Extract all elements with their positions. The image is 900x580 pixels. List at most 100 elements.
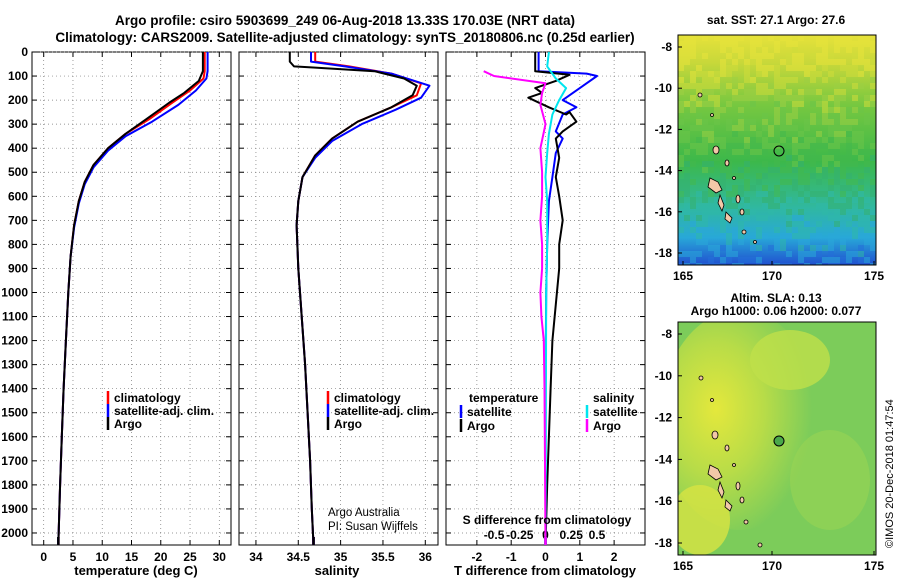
sst-pixel <box>786 119 792 125</box>
sst-pixel <box>690 35 696 41</box>
sst-pixel <box>762 215 768 221</box>
sst-pixel <box>852 71 858 77</box>
sst-pixel <box>756 59 762 65</box>
sst-pixel <box>750 53 756 59</box>
sst-pixel <box>744 209 750 215</box>
sst-pixel <box>810 155 816 161</box>
sst-pixel <box>750 137 756 143</box>
sst-pixel <box>816 221 822 227</box>
sst-pixel <box>792 107 798 113</box>
sst-pixel <box>810 77 816 83</box>
sst-pixel <box>792 95 798 101</box>
legend-label-t-satellite: satellite <box>467 405 512 419</box>
legend-title-salinity: salinity <box>593 391 635 405</box>
sst-pixel <box>696 113 702 119</box>
sst-pixel <box>864 149 870 155</box>
sst-pixel <box>822 161 828 167</box>
sst-pixel <box>744 203 750 209</box>
sst-pixel <box>846 149 852 155</box>
sst-pixel <box>870 77 876 83</box>
sst-pixel <box>690 263 696 265</box>
sst-pixel <box>690 257 696 263</box>
sst-pixel <box>798 65 804 71</box>
sst-pixel <box>726 149 732 155</box>
sst-pixel <box>744 179 750 185</box>
depth-tick-label: 1100 <box>2 310 28 324</box>
sst-pixel <box>786 179 792 185</box>
temperature-series-argo <box>57 52 204 546</box>
sst-pixel <box>810 101 816 107</box>
sst-pixel <box>726 167 732 173</box>
sst-pixel <box>834 143 840 149</box>
sst-pixel <box>798 191 804 197</box>
sst-pixel <box>744 149 750 155</box>
sst-pixel <box>750 35 756 41</box>
sst-pixel <box>708 131 714 137</box>
sst-pixel <box>828 185 834 191</box>
sst-pixel <box>762 149 768 155</box>
sst-pixel <box>786 95 792 101</box>
sst-pixel <box>720 263 726 265</box>
sst-pixel <box>762 185 768 191</box>
sst-pixel <box>774 245 780 251</box>
x-tick-label: 30 <box>213 550 227 564</box>
sst-pixel <box>768 245 774 251</box>
sst-pixel <box>744 257 750 263</box>
sst-pixel <box>792 77 798 83</box>
sst-pixel <box>834 173 840 179</box>
sst-pixel <box>858 185 864 191</box>
sst-pixel <box>804 143 810 149</box>
sst-pixel <box>828 107 834 113</box>
sst-pixel <box>768 191 774 197</box>
sst-pixel <box>750 143 756 149</box>
sst-pixel <box>756 41 762 47</box>
sst-pixel <box>846 251 852 257</box>
sst-pixel <box>690 203 696 209</box>
sst-pixel <box>702 143 708 149</box>
sst-pixel <box>810 143 816 149</box>
sst-pixel <box>828 125 834 131</box>
sst-pixel <box>828 71 834 77</box>
sst-pixel <box>702 53 708 59</box>
x-tick-label: 35 <box>334 550 348 564</box>
sst-pixel <box>828 53 834 59</box>
sst-pixel <box>696 65 702 71</box>
sst-pixel <box>870 263 876 265</box>
sst-pixel <box>768 167 774 173</box>
sst-pixel <box>750 41 756 47</box>
sst-pixel <box>780 233 786 239</box>
sst-pixel-texture <box>678 35 876 265</box>
sst-pixel <box>774 83 780 89</box>
sst-pixel <box>780 131 786 137</box>
sst-pixel <box>678 83 684 89</box>
sst-pixel <box>738 143 744 149</box>
sst-pixel <box>774 101 780 107</box>
sst-pixel <box>732 251 738 257</box>
sst-pixel <box>858 203 864 209</box>
sst-pixel <box>816 41 822 47</box>
sst-pixel <box>864 41 870 47</box>
sst-pixel <box>696 227 702 233</box>
sst-pixel <box>774 89 780 95</box>
sst-pixel <box>678 101 684 107</box>
sst-pixel <box>786 197 792 203</box>
sst-pixel <box>720 197 726 203</box>
sst-pixel <box>804 155 810 161</box>
sst-pixel <box>870 83 876 89</box>
sst-pixel <box>792 113 798 119</box>
sst-pixel <box>678 107 684 113</box>
sst-pixel <box>738 197 744 203</box>
sst-pixel <box>684 215 690 221</box>
sst-pixel <box>678 59 684 65</box>
sst-pixel <box>816 155 822 161</box>
sst-pixel <box>738 35 744 41</box>
difference-xlabel: T difference from climatology <box>454 563 637 578</box>
sst-pixel <box>870 245 876 251</box>
sst-pixel <box>684 185 690 191</box>
sst-pixel <box>690 227 696 233</box>
sst-pixel <box>720 107 726 113</box>
sst-pixel <box>828 113 834 119</box>
sst-pixel <box>684 35 690 41</box>
sst-pixel <box>798 89 804 95</box>
sst-pixel <box>852 191 858 197</box>
